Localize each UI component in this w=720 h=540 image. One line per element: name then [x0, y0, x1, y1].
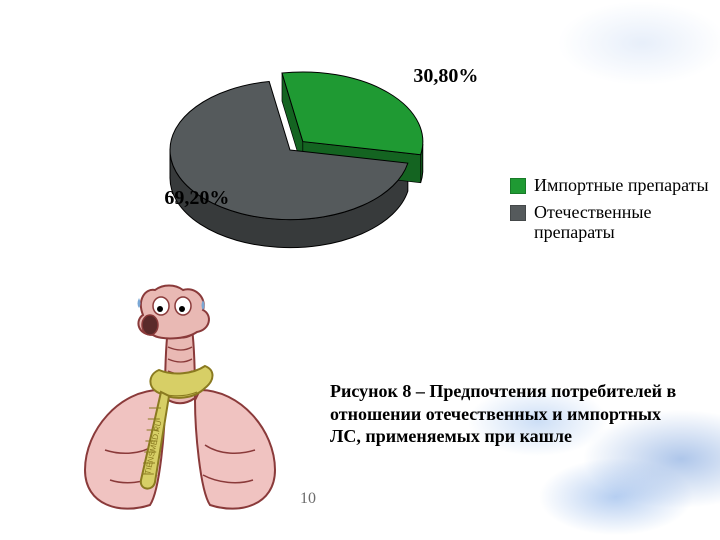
legend-swatch-imported	[510, 178, 526, 194]
slide: 30,80% 69,20% Импортные препараты Отечес…	[0, 0, 720, 540]
legend-label-imported: Импортные препараты	[534, 175, 709, 196]
chart-legend: Импортные препараты Отечественные препар…	[510, 175, 720, 249]
pie-chart-area: 30,80% 69,20% Импортные препараты Отечес…	[40, 20, 680, 320]
legend-swatch-domestic	[510, 205, 526, 221]
lungs-svg: TIENSMED.RU	[65, 280, 295, 520]
legend-item-imported: Импортные препараты	[510, 175, 720, 196]
lungs-illustration: TIENSMED.RU	[65, 280, 295, 520]
pie-slice-label-imported: 30,80%	[413, 65, 478, 88]
legend-label-domestic: Отечественные препараты	[534, 202, 720, 243]
page-number: 10	[300, 490, 316, 508]
legend-item-domestic: Отечественные препараты	[510, 202, 720, 243]
pie-slice-label-domestic: 69,20%	[164, 187, 229, 210]
figure-caption: Рисунок 8 – Предпочтения потребителей в …	[330, 380, 690, 448]
pie-chart: 30,80% 69,20%	[140, 30, 480, 290]
